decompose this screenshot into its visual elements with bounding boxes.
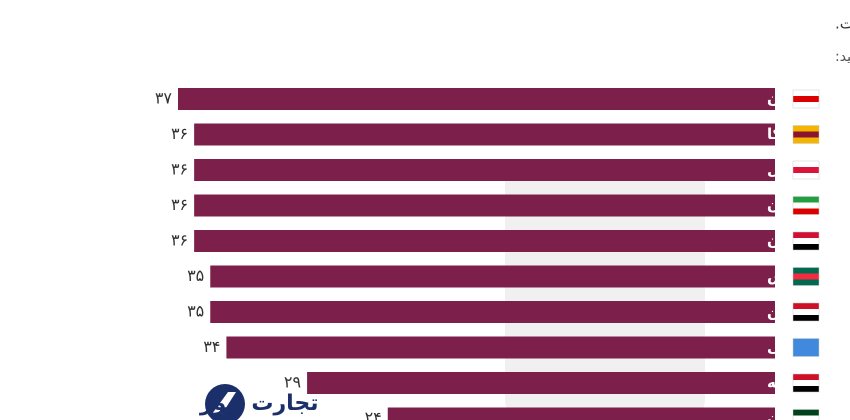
value-label: ۳۷ <box>155 89 173 108</box>
flag-border <box>792 302 820 322</box>
flag <box>793 232 819 238</box>
bar <box>210 265 775 288</box>
value-label: ۳۶ <box>171 195 188 214</box>
flag <box>793 125 819 132</box>
flag <box>793 409 819 416</box>
bar <box>387 407 775 420</box>
flag <box>793 386 819 392</box>
bar <box>194 123 775 146</box>
value-label: ۲۴ <box>365 408 382 420</box>
flag <box>793 273 819 280</box>
bar <box>194 230 775 252</box>
value-label: ۳۶ <box>171 231 188 250</box>
flag <box>793 137 819 144</box>
flag <box>793 374 819 380</box>
flag <box>793 244 819 250</box>
value-label: ۳۵ <box>187 302 204 321</box>
flag <box>793 267 819 274</box>
flag <box>793 380 819 386</box>
flag-border <box>792 231 820 251</box>
flag <box>793 161 819 167</box>
flag-border <box>792 409 820 420</box>
bar <box>307 372 775 394</box>
flag <box>793 238 819 244</box>
bar <box>194 159 775 181</box>
flag <box>793 279 819 286</box>
value-label: ۳۴ <box>203 337 220 356</box>
flag <box>793 90 819 96</box>
flag <box>793 131 819 138</box>
logo-mark <box>205 384 245 420</box>
bar <box>226 336 776 359</box>
flag <box>793 167 819 173</box>
flag <box>793 96 819 102</box>
flag <box>793 338 819 345</box>
subtitle: را به خود اختصاص داده است. <box>835 15 850 33</box>
value-label: ۳۵ <box>187 266 204 285</box>
flag-border <box>792 125 820 144</box>
value-label: ۲۹ <box>284 373 301 392</box>
category-label: یمن <box>767 303 796 321</box>
bar <box>194 194 775 217</box>
flag <box>793 350 819 357</box>
flag-border <box>792 160 820 180</box>
flag <box>793 315 819 321</box>
flag <box>793 196 819 203</box>
category-label: نپال <box>767 161 797 180</box>
flag <box>793 344 819 351</box>
flag <box>793 202 819 209</box>
logo-text: تجارت نیوز <box>199 391 319 416</box>
flag-border <box>792 338 820 357</box>
flag <box>793 415 819 420</box>
flag-border <box>792 89 820 109</box>
flag <box>793 303 819 309</box>
bar <box>178 88 775 110</box>
flag <box>793 173 819 179</box>
flag <box>793 309 819 315</box>
flag-border <box>792 267 820 286</box>
flag-border <box>792 373 820 393</box>
value-label: ۳۶ <box>171 124 188 143</box>
flag-border <box>792 196 820 215</box>
value-label: ۳۶ <box>171 160 188 179</box>
flag <box>793 208 819 215</box>
caption: ۱۲ کشور انتهای این رده‌بندی را مشاهده می… <box>835 49 850 65</box>
flag <box>793 102 819 108</box>
bar <box>210 301 775 323</box>
